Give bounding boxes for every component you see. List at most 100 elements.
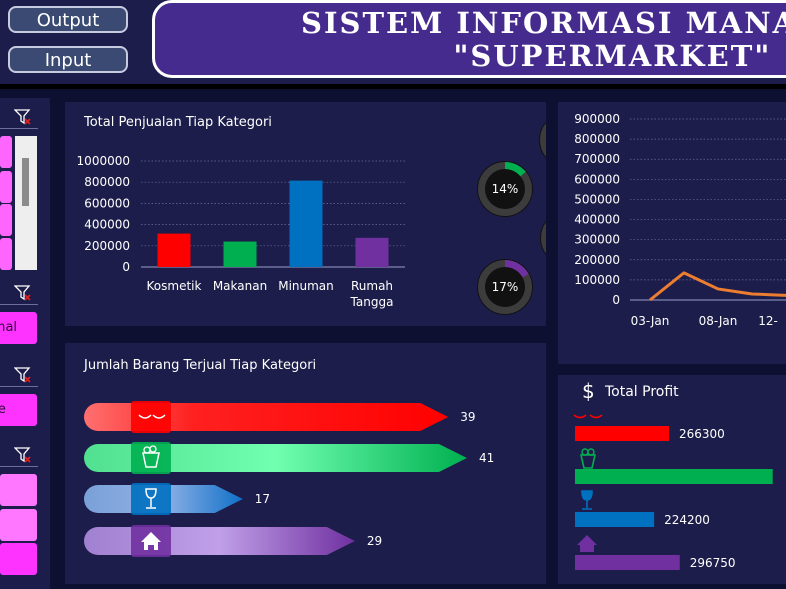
slicer-item[interactable] [0,509,37,541]
profit-bar [575,512,655,527]
y-tick-label: 600000 [574,172,620,186]
page-title-line2: "SUPERMARKET" [453,39,772,73]
slicer-divider [0,128,38,129]
slicer-item[interactable] [0,238,12,270]
slicer-item[interactable] [0,474,37,506]
y-tick-label: 900000 [574,112,620,126]
icon-badge [131,401,171,433]
house-shape [141,532,161,550]
value-label: 39 [460,410,475,424]
eyelash-icon [573,414,603,419]
sales-bar-chart: 1000000 800000 600000 400000 200000 0 Kosmetik… [77,113,546,315]
series-line [649,271,786,302]
title-banner: SISTEM INFORMASI MANAJEMEN "SUPERMARKET" [152,0,786,78]
wine-glass-icon [581,490,593,510]
slicer-divider [0,304,38,305]
eyelash-shape [573,414,603,419]
value-label: 266300 [679,427,725,441]
y-tick-label: 300000 [574,233,620,247]
profit-panel: $ Total Profit 266300 224200 296750 [558,375,786,584]
page-title: SISTEM INFORMASI MANAJEMEN "SUPERMARKET" [301,7,786,73]
bar [355,237,389,267]
clear-filter-icon[interactable] [14,366,32,384]
donut-track [541,222,546,254]
popcorn-kernel [581,448,589,456]
wine-glass-shape [581,490,593,510]
top-divider [0,84,786,89]
donut-label: 17% [492,280,519,294]
y-tick-label: 400000 [84,218,130,232]
icon-badge [131,442,171,474]
page-title-line1: SISTEM INFORMASI MANAJEMEN [301,6,786,40]
items-chart-title: Jumlah Barang Terjual Tiap Kategori [84,358,317,373]
popcorn-kernel [587,448,595,456]
slicer-item[interactable] [0,204,12,236]
slicer-sidebar: Normal Online [0,98,50,589]
bar [289,180,323,267]
popcorn-kernel [149,445,157,453]
y-tick-label: 1000000 [77,154,130,168]
arrow-bar [84,403,449,431]
donut-label: 14% [492,182,519,196]
profit-bar-chart: 266300 224200 296750 [573,414,773,570]
donut-track [540,123,546,157]
profit-bar [575,469,773,484]
x-tick-label: 03-Jan [631,314,670,328]
x-tick-label: 08-Jan [699,314,738,328]
arrow-bar [84,527,355,555]
slicer-scrollbar[interactable] [15,136,37,270]
x-tick-label: Tangga [350,295,394,309]
clear-filter-icon[interactable] [14,446,32,464]
x-tick-label: Minuman [278,279,334,293]
sales-line-chart: 900000 800000 700000 600000 500000 400000 3000… [574,112,786,328]
y-tick-label: 500000 [574,192,620,206]
donut-slice [478,260,532,314]
output-button[interactable]: Output [8,6,128,33]
y-tick-label: 0 [122,260,130,274]
bar [223,241,257,267]
input-button[interactable]: Input [8,46,128,73]
sales-panel: Total Penjualan Tiap Kategori 1000000 800… [65,102,546,326]
x-tick-label: Rumah [351,279,393,293]
eyelash-icon [138,414,166,419]
donut-slice [478,162,532,216]
y-tick-label: 100000 [574,273,620,287]
items-panel: Jumlah Barang Terjual Tiap Kategori 39 41… [65,343,546,584]
slicer-divider [0,386,38,387]
y-tick-label: 0 [612,293,620,307]
sales-trend-panel: 900000 800000 700000 600000 500000 400000 3000… [558,102,786,364]
x-tick-label: Kosmetik [147,279,202,293]
value-label: 224200 [664,513,710,527]
donut-bg [477,259,533,315]
donut-bg [477,161,533,217]
slicer-item[interactable] [0,543,37,575]
house-icon [577,535,597,552]
value-label: 17 [255,492,270,506]
popcorn-icon [142,445,160,468]
wine-glass-shape [145,488,157,509]
wine-glass-icon [145,488,157,509]
x-tick-label: Makanan [213,279,267,293]
slicer-item[interactable]: Online [0,394,37,426]
y-tick-label: 200000 [574,253,620,267]
clear-filter-icon[interactable] [14,284,32,302]
bar [157,233,191,267]
clear-filter-icon[interactable] [14,108,32,126]
x-tick-label: 12- [758,314,778,328]
scrollbar-thumb[interactable] [22,158,29,206]
slicer-item[interactable]: Normal [0,312,37,344]
eyelash-shape [138,414,166,419]
popcorn-box [579,454,597,469]
profit-chart-title: Total Profit [605,384,679,400]
y-tick-label: 800000 [574,132,620,146]
sales-chart-title: Total Penjualan Tiap Kategori [84,115,272,130]
popcorn-box [142,452,160,468]
y-tick-label: 200000 [84,239,130,253]
y-tick-label: 700000 [574,152,620,166]
value-label: 29 [367,534,382,548]
house-icon [141,532,161,550]
items-arrow-chart: 39 41 17 29 [84,401,494,557]
slicer-item[interactable] [0,136,12,168]
value-label: 296750 [690,556,736,570]
slicer-item[interactable] [0,171,12,203]
